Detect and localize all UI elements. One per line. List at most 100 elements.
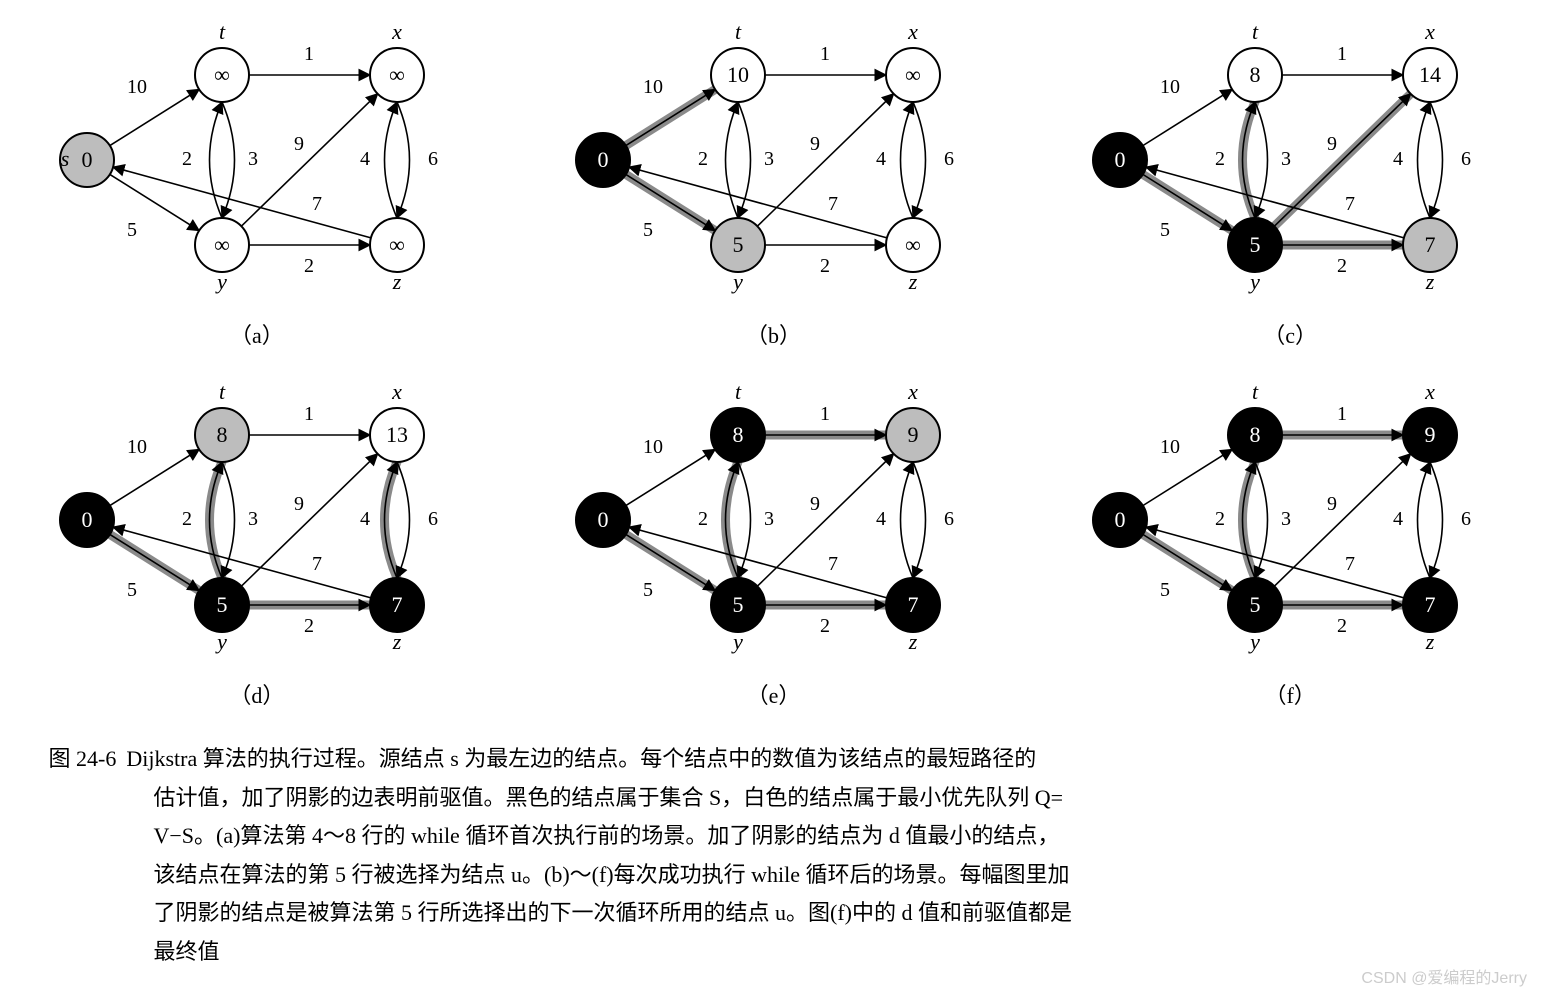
edge-weight-zs: 7 — [828, 193, 838, 215]
edge-st — [626, 89, 715, 145]
panel-label-f: （f） — [1264, 678, 1315, 710]
graph-panel-e: 105231924670s8t9x5y7z — [553, 380, 993, 670]
edge-weight-yt: 3 — [1281, 508, 1291, 530]
edge-weight-st: 10 — [1160, 76, 1180, 98]
graph-panel-b: 105231924670s10t∞x5y∞z — [553, 20, 993, 310]
edge-weight-st: 10 — [1160, 436, 1180, 458]
node-value-y: 5 — [216, 592, 227, 617]
edge-weight-yt: 3 — [248, 148, 258, 170]
edge-weight-sy: 5 — [643, 219, 653, 241]
panel-d: 105231924670s8t13x5y7z（d） — [24, 380, 491, 710]
node-label-z: z — [1425, 269, 1435, 294]
edge-weight-tx: 1 — [820, 43, 830, 65]
node-value-y: ∞ — [214, 232, 230, 257]
graph-panel-f: 105231924670s8t9x5y7z — [1070, 380, 1510, 670]
edge-weight-tx: 1 — [1337, 403, 1347, 425]
edge-weight-sy: 5 — [1160, 579, 1170, 601]
node-value-y: 5 — [1250, 232, 1261, 257]
node-value-z: 7 — [391, 592, 402, 617]
edge-weight-yx: 9 — [294, 133, 304, 155]
edge-weight-zx: 6 — [428, 508, 438, 530]
edge-xz — [1430, 462, 1443, 578]
node-label-z: z — [908, 269, 918, 294]
node-value-s: 0 — [598, 507, 609, 532]
edge-weight-sy: 5 — [127, 219, 137, 241]
edge-yx — [1275, 454, 1411, 586]
node-value-s: 0 — [1115, 147, 1126, 172]
edge-zx — [901, 102, 914, 218]
node-label-s: s — [577, 146, 586, 171]
edge-yt — [726, 102, 739, 218]
edge-yt — [209, 102, 222, 218]
edge-weight-xz: 4 — [876, 148, 886, 170]
edge-weight-yz: 2 — [820, 615, 830, 637]
node-value-x: 13 — [386, 422, 408, 447]
node-label-y: y — [732, 269, 744, 294]
caption-line-1: 估计值，加了阴影的边表明前驱值。黑色的结点属于集合 S，白色的结点属于最小优先队… — [49, 779, 1499, 818]
edge-weight-zs: 7 — [312, 193, 322, 215]
figure-number: 图 24-6 — [49, 740, 117, 779]
edge-zx — [901, 462, 914, 578]
edge-weight-yt: 3 — [764, 148, 774, 170]
node-value-z: ∞ — [389, 232, 405, 257]
node-value-z: 7 — [1425, 592, 1436, 617]
edge-zx — [1418, 102, 1431, 218]
caption-line-0: Dijkstra 算法的执行过程。源结点 s 为最左边的结点。每个结点中的数值为… — [126, 746, 1036, 771]
edge-xz — [1430, 102, 1443, 218]
figure-caption: 图 24-6 Dijkstra 算法的执行过程。源结点 s 为最左边的结点。每个结… — [49, 740, 1499, 971]
caption-line-2: V−S。(a)算法第 4～8 行的 while 循环首次执行前的场景。加了阴影的… — [49, 817, 1499, 856]
edge-weight-yt: 3 — [248, 508, 258, 530]
edge-weight-zx: 6 — [1461, 148, 1471, 170]
graph-panel-c: 105231924670s8t14x5y7z — [1070, 20, 1510, 310]
edge-weight-sy: 5 — [1160, 219, 1170, 241]
watermark: CSDN @爱编程的Jerry — [1361, 964, 1527, 988]
node-label-y: y — [215, 269, 227, 294]
caption-line-4: 了阴影的结点是被算法第 5 行所选择出的下一次循环所用的结点 u。图(f)中的 … — [49, 894, 1499, 933]
edge-weight-zs: 7 — [312, 553, 322, 575]
edge-weight-sy: 5 — [127, 579, 137, 601]
edge-weight-tx: 1 — [1337, 43, 1347, 65]
panel-label-d: （d） — [229, 678, 284, 710]
edge-xz — [397, 102, 410, 218]
edge-weight-sy: 5 — [643, 579, 653, 601]
node-label-s: s — [61, 146, 70, 171]
panel-f: 105231924670s8t9x5y7z（f） — [1057, 380, 1524, 710]
edge-weight-zs: 7 — [1345, 193, 1355, 215]
edge-weight-tx: 1 — [820, 403, 830, 425]
node-value-s: 0 — [1115, 507, 1126, 532]
panel-c: 105231924670s8t14x5y7z（c） — [1057, 20, 1524, 350]
panel-label-e: （e） — [747, 678, 801, 710]
edge-st — [626, 449, 715, 505]
edge-sy — [626, 534, 715, 590]
panel-b: 105231924670s10t∞x5y∞z（b） — [540, 20, 1007, 350]
edge-weight-yx: 9 — [1327, 133, 1337, 155]
node-value-t: ∞ — [214, 62, 230, 87]
edge-weight-st: 10 — [127, 76, 147, 98]
edge-xz — [913, 102, 926, 218]
edge-weight-yz: 2 — [304, 255, 314, 277]
edge-weight-st: 10 — [643, 76, 663, 98]
edge-weight-tx: 1 — [304, 403, 314, 425]
node-label-t: t — [219, 379, 226, 404]
edge-weight-st: 10 — [643, 436, 663, 458]
node-label-s: s — [61, 506, 70, 531]
node-label-t: t — [735, 379, 742, 404]
node-value-t: 8 — [1250, 422, 1261, 447]
edge-weight-yz: 2 — [1337, 615, 1347, 637]
node-value-y: 5 — [733, 592, 744, 617]
node-value-x: 14 — [1419, 62, 1441, 87]
node-label-x: x — [1424, 379, 1435, 404]
edge-st — [110, 89, 199, 145]
node-label-x: x — [908, 19, 919, 44]
node-label-t: t — [1252, 379, 1259, 404]
node-value-y: 5 — [1250, 592, 1261, 617]
edge-weight-yx: 9 — [294, 493, 304, 515]
node-label-y: y — [215, 629, 227, 654]
figure-grid: 105231924670s∞t∞x∞y∞z（a） 105231924670s10… — [24, 20, 1524, 710]
node-value-x: 9 — [908, 422, 919, 447]
node-value-s: 0 — [81, 507, 92, 532]
node-label-y: y — [732, 629, 744, 654]
edge-weight-ty: 2 — [698, 148, 708, 170]
node-label-x: x — [1424, 19, 1435, 44]
edge-sy — [1143, 174, 1232, 230]
